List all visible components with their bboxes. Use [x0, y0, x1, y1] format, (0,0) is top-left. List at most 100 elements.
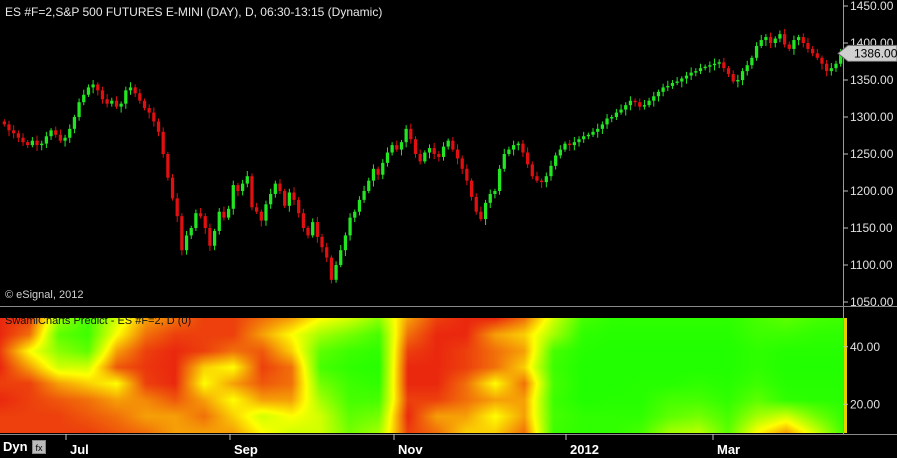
candle-body: [441, 146, 446, 157]
candle-body: [231, 185, 235, 209]
candle-body: [806, 43, 810, 49]
candle-body: [455, 149, 460, 159]
candle-body: [409, 128, 413, 140]
candle-body: [413, 139, 418, 154]
candle-body: [44, 136, 49, 144]
candle-body: [549, 165, 553, 177]
candle-body: [432, 148, 436, 154]
candle-body: [170, 177, 175, 199]
candle-body: [147, 108, 151, 113]
candle-body: [423, 152, 427, 162]
candle-body: [656, 91, 661, 97]
candle-body: [72, 117, 77, 129]
candle-body: [315, 222, 320, 237]
candle-body: [269, 193, 273, 205]
candle-body: [2, 121, 6, 125]
candle-body: [479, 211, 483, 220]
candle-body: [91, 84, 95, 88]
candle-body: [652, 96, 656, 101]
candle-body: [381, 162, 385, 175]
candle-body: [124, 90, 128, 104]
candle-body: [203, 216, 207, 228]
candle-body: [339, 250, 343, 265]
candle-body: [297, 199, 301, 214]
formula-button[interactable]: fx: [32, 440, 46, 454]
heatmap-tick-label: 20.00: [850, 397, 880, 411]
candle-body: [329, 257, 334, 280]
candle-body: [437, 154, 441, 157]
candle-body: [825, 63, 829, 72]
candle-body: [773, 38, 777, 43]
candle-body: [703, 66, 707, 69]
swami-heatmap: [0, 318, 845, 433]
candle-body: [418, 154, 422, 162]
candle-body: [222, 211, 226, 218]
candle-body: [619, 109, 623, 113]
candle-body: [810, 48, 815, 54]
candle-body: [334, 265, 338, 280]
candle-body: [778, 34, 782, 39]
candle-body: [353, 211, 357, 218]
candle-body: [689, 72, 693, 76]
candle-body: [371, 168, 376, 181]
candle-body: [568, 143, 572, 146]
candle-body: [189, 228, 193, 236]
candle-body: [839, 53, 843, 64]
candle-body: [96, 84, 100, 91]
candle-body: [792, 40, 796, 49]
candle-body: [325, 247, 329, 258]
candle-body: [86, 87, 91, 95]
candle-body: [497, 168, 502, 191]
candle-body: [540, 180, 544, 183]
candle-body: [451, 140, 455, 150]
time-tick-label: Sep: [234, 442, 258, 457]
candle-body: [591, 131, 595, 135]
candle-body: [787, 44, 791, 49]
candle-body: [736, 80, 740, 82]
candle-body: [12, 130, 16, 134]
candle-body: [240, 183, 245, 191]
candle-body: [362, 191, 366, 200]
candle-body: [128, 87, 133, 91]
candle-body: [521, 143, 525, 153]
candle-body: [572, 142, 576, 146]
time-tick-label: 2012: [570, 442, 599, 457]
candle-body: [376, 168, 380, 175]
candle-body: [166, 154, 170, 178]
candle-body: [175, 198, 179, 217]
candle-body: [558, 149, 562, 156]
candle-body: [35, 140, 39, 146]
candle-body: [712, 63, 717, 66]
candle-body: [156, 121, 161, 132]
candle-body: [152, 112, 156, 122]
candle-body: [638, 102, 642, 107]
candle-body: [465, 168, 469, 181]
candle-body: [250, 176, 254, 208]
candle-body: [834, 63, 838, 69]
candle-body: [194, 213, 198, 228]
candle-body: [722, 62, 726, 69]
candle-body: [198, 213, 203, 217]
candle-body: [58, 134, 63, 141]
candle-body: [530, 164, 534, 177]
candle-body: [301, 213, 305, 228]
candle-body: [217, 211, 221, 231]
candle-body: [54, 130, 58, 135]
candle-body: [142, 100, 147, 109]
dyn-label[interactable]: Dyn: [3, 439, 28, 454]
candle-body: [544, 176, 548, 183]
candle-body: [343, 235, 348, 251]
candle-body: [460, 158, 464, 169]
candle-body: [399, 142, 404, 150]
time-tick-label: Jul: [70, 442, 89, 457]
candle-body: [680, 78, 684, 82]
heatmap-title: SwamiCharts Predict - ES #F=2, D (0): [5, 315, 192, 327]
candle-body: [764, 37, 768, 41]
candle-body: [469, 180, 474, 197]
candle-body: [30, 140, 35, 146]
candle-body: [554, 155, 558, 166]
candle-body: [796, 37, 801, 41]
candle-body: [40, 143, 44, 146]
candle-body: [582, 136, 586, 140]
candle-body: [404, 128, 408, 143]
